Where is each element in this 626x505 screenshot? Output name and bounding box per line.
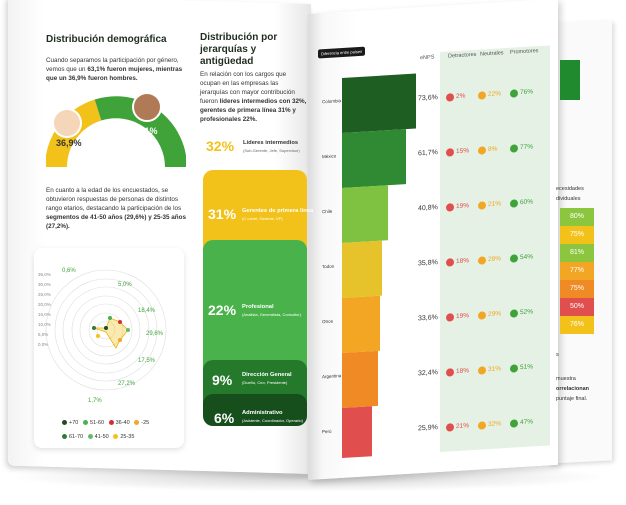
neu-otros: 29% — [488, 310, 502, 319]
back-val-0: 80% — [560, 208, 594, 226]
level-4-label: Administrativo — [242, 410, 283, 416]
age-radar-card — [34, 248, 184, 448]
radar-label-1: 5,0% — [118, 282, 132, 288]
legend-row-2: 61-70 41-50 25-35 — [62, 434, 134, 440]
neu-chile: 21% — [488, 200, 502, 209]
back-val-6: 76% — [560, 316, 594, 334]
level-1-label: Gerentes de primera línea — [242, 208, 314, 214]
back-text-1: muestra — [556, 376, 576, 382]
bar-argentina — [342, 350, 378, 409]
det-colombia: 2% — [456, 92, 466, 101]
level-2-label: Profesional — [242, 304, 274, 310]
enps-otros: 33,6% — [418, 314, 438, 323]
pro-peru: 47% — [520, 418, 534, 427]
radar-label-2: 18,4% — [138, 308, 156, 314]
bar-chile — [342, 185, 388, 244]
level-0-pct: 32% — [206, 138, 235, 154]
pro-chile: 60% — [520, 198, 534, 207]
back-text-0: s — [556, 352, 559, 358]
neu-peru: 32% — [488, 420, 502, 429]
bar-colombia — [342, 73, 416, 134]
demo-text: Cuando separamos la participación por gé… — [46, 57, 183, 82]
back-text-2: orrelacionan — [556, 386, 590, 392]
country-mexico: México — [322, 153, 337, 160]
pro-otros: 52% — [520, 308, 534, 317]
det-otros: 19% — [456, 312, 470, 321]
back-val-3: 77% — [560, 262, 594, 280]
det-todos: 18% — [456, 257, 470, 266]
man-avatar — [52, 108, 82, 138]
pro-colombia: 76% — [520, 88, 534, 97]
radar-label-5: 27,2% — [118, 381, 136, 387]
bar-todos — [342, 240, 382, 299]
neu-todos: 28% — [488, 255, 502, 264]
level-3-label: Dirección General — [242, 372, 292, 378]
country-argentina: Argentina — [322, 373, 342, 380]
radar-label-4: 17,5% — [138, 358, 156, 364]
gauge-men-value: 36,9% — [56, 138, 82, 148]
level-1-pct: 31% — [208, 206, 237, 222]
bar-mexico — [342, 129, 406, 189]
pro-mexico: 77% — [520, 143, 534, 152]
pro-argentina: 51% — [520, 363, 534, 372]
level-1-sub: (C-Level, Gerente, VP) — [242, 216, 283, 221]
back-header-1: ecesidades — [556, 186, 584, 192]
demo-title: Distribución demográfica — [46, 34, 167, 45]
back-val-5: 50% — [560, 298, 594, 316]
country-chile: Chile — [322, 208, 333, 215]
level-4-pct: 6% — [214, 410, 235, 426]
country-peru: Perú — [322, 428, 332, 435]
back-val-2: 81% — [560, 244, 594, 262]
age-text: En cuanto a la edad de los encuestados, … — [46, 187, 186, 230]
radar-label-3: 29,6% — [146, 331, 164, 337]
enps-mexico: 61,7% — [418, 149, 438, 158]
bar-peru — [342, 406, 372, 459]
det-mexico: 15% — [456, 147, 470, 156]
enps-todos: 35,8% — [418, 259, 438, 268]
radar-axis: 35,0% 30,0% 25,0% 20,0% 15,0% 10,0% 5,0% 0,0% — [38, 272, 51, 347]
header-enps: eNPS — [420, 54, 435, 62]
age-radar-chart — [45, 269, 167, 391]
hier-title: Distribución por jerarquías y antigüedad — [200, 32, 278, 67]
level-4-sub: (Asistente, Coordinador, Operario) — [242, 418, 303, 423]
neu-mexico: 8% — [488, 145, 498, 154]
level-2-sub: (Analista, Generalista, Consultor) — [242, 312, 301, 317]
country-todos: Todos — [322, 263, 335, 270]
enps-colombia: 73,6% — [418, 94, 438, 103]
enps-argentina: 32,4% — [418, 369, 438, 378]
country-otros: Otros — [322, 318, 334, 325]
back-header-2: dividuales — [556, 196, 581, 202]
enps-chile: 40,8% — [418, 204, 438, 213]
enps-table: Diferencia entre países eNPS Detractores… — [310, 25, 558, 470]
enps-peru: 25,9% — [418, 424, 438, 433]
bar-otros — [342, 295, 380, 354]
country-colombia: Colombia — [322, 98, 342, 105]
table-badge: Diferencia entre países — [318, 46, 366, 59]
back-val-4: 75% — [560, 280, 594, 298]
det-peru: 21% — [456, 422, 470, 431]
table-bg — [440, 45, 550, 453]
level-0-sub: (Sub-Gerente, Jefe, Supervisor) — [243, 148, 300, 153]
det-argentina: 18% — [456, 367, 470, 376]
level-0-label: Líderes intermedios — [243, 140, 299, 146]
radar-label-6: 1,7% — [88, 398, 102, 404]
neu-colombia: 22% — [488, 90, 502, 99]
back-text-3: puntaje final. — [556, 396, 588, 402]
det-chile: 19% — [456, 202, 470, 211]
hier-band-admin — [203, 394, 307, 426]
back-val-1: 75% — [560, 226, 594, 244]
pro-todos: 54% — [520, 253, 534, 262]
legend-row-1: +70 51-60 36-40 -25 — [62, 420, 149, 426]
hier-text: En relación con los cargos que ocupan en… — [200, 71, 307, 123]
level-3-pct: 9% — [212, 372, 233, 388]
woman-avatar — [132, 92, 162, 122]
level-2-pct: 22% — [208, 302, 237, 318]
gauge-women-value: 63,1% — [132, 126, 158, 136]
neu-argentina: 31% — [488, 365, 502, 374]
level-3-sub: (Dueño, Ceo, Presidente) — [242, 380, 288, 385]
back-page-bar — [560, 60, 580, 100]
radar-label-0: 0,6% — [62, 268, 76, 274]
